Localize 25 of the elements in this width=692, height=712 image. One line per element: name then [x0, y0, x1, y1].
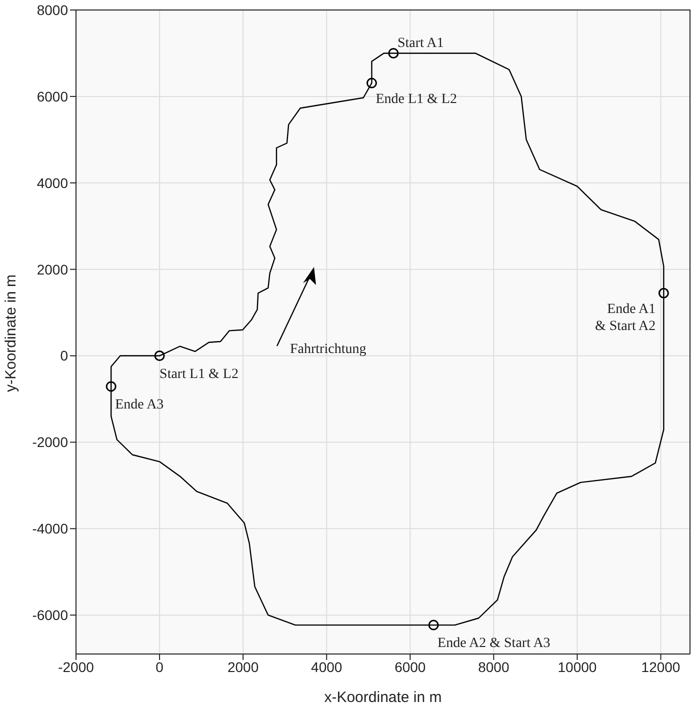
annotation: Start L1 & L2 [160, 366, 238, 382]
annotation: Ende A1 & Start A2 [595, 302, 656, 334]
annotation: Ende L1 & L2 [376, 92, 457, 108]
y-tick-label: 4000 [36, 174, 68, 191]
annotation: Start A1 [397, 36, 444, 52]
x-tick-label: 10000 [558, 658, 597, 675]
y-tick-label: 0 [60, 348, 68, 364]
x-tick-label: 0 [156, 658, 164, 675]
y-tick-label: 2000 [36, 261, 68, 278]
y-tick-label: -2000 [32, 434, 68, 450]
y-axis-title: y-Koordinate in m [2, 274, 20, 392]
y-tick-label: 8000 [36, 2, 68, 18]
annotation: Ende A2 & Start A3 [438, 636, 550, 652]
x-tick-label: 12000 [641, 658, 680, 675]
annotation: Ende A3 [115, 397, 164, 412]
x-axis-title: x-Koordinate in m [324, 689, 442, 706]
x-tick-label: -2000 [58, 658, 94, 675]
y-tick-label: -6000 [32, 607, 68, 624]
y-tick-label: 6000 [36, 88, 68, 104]
x-tick-label: 8000 [478, 658, 510, 675]
x-tick-label: 2000 [227, 658, 259, 675]
x-tick-label: 6000 [394, 658, 426, 675]
annotation: Fahrtrichtung [290, 342, 366, 357]
y-tick-label: -4000 [32, 520, 68, 537]
x-tick-label: 4000 [311, 658, 342, 675]
